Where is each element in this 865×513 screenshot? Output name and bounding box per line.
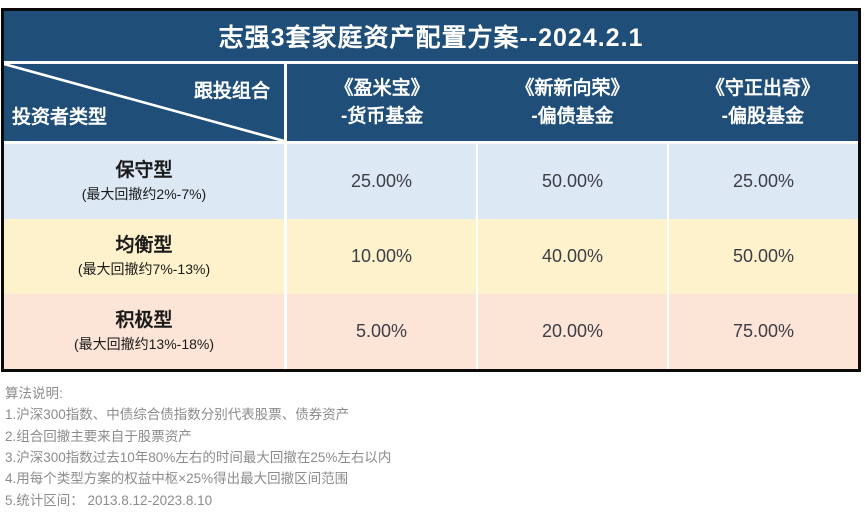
investor-type-label: 保守型 — [115, 159, 173, 181]
page-title: 志强3套家庭资产配置方案--2024.2.1 — [218, 24, 644, 52]
footnote-item: 5.统计区间： 2013.8.12-2023.8.10 — [5, 492, 213, 508]
fund-type: -偏股基金 — [721, 105, 804, 127]
allocation-cell: 25.00% — [669, 144, 858, 219]
footnote-item: 2.组合回撤主要来自于股票资产 — [5, 428, 192, 444]
header-columns-axis-label: 跟投组合 — [193, 81, 270, 102]
column-header-shouzhengchuqi: 《守正出奇》 -偏股基金 — [668, 64, 858, 141]
table-row-aggressive: 积极型 (最大回撤约13%-18%) 5.00% 20.00% 75.00% — [4, 294, 858, 369]
investor-type-label: 积极型 — [115, 309, 173, 331]
allocation-cell: 50.00% — [669, 219, 858, 294]
allocation-cell: 40.00% — [478, 219, 669, 294]
allocation-cell: 75.00% — [669, 294, 858, 369]
allocation-cell: 10.00% — [287, 219, 478, 294]
table-row-balanced: 均衡型 (最大回撤约7%-13%) 10.00% 40.00% 50.00% — [4, 219, 858, 294]
row-header-conservative: 保守型 (最大回撤约2%-7%) — [4, 144, 287, 219]
fund-type: -货币基金 — [341, 105, 424, 127]
max-drawdown-label: (最大回撤约13%-18%) — [73, 336, 215, 353]
diagonal-header-cell: 跟投组合 投资者类型 — [4, 64, 287, 141]
investor-type-label: 均衡型 — [115, 234, 173, 256]
column-header-xinxinxiangrong: 《新新向荣》 -偏债基金 — [477, 64, 667, 141]
max-drawdown-label: (最大回撤约7%-13%) — [77, 261, 211, 278]
table-title-bar: 志强3套家庭资产配置方案--2024.2.1 — [4, 11, 858, 64]
fund-name: 《盈米宝》 — [334, 77, 430, 99]
max-drawdown-label: (最大回撤约2%-7%) — [81, 186, 207, 203]
footnotes-heading: 算法说明: — [5, 386, 63, 401]
header-rows-axis-label: 投资者类型 — [12, 107, 108, 128]
row-header-aggressive: 积极型 (最大回撤约13%-18%) — [4, 294, 287, 369]
allocation-cell: 50.00% — [478, 144, 669, 219]
table-header-row: 跟投组合 投资者类型 《盈米宝》 -货币基金 《新新向荣》 -偏债基金 《守正出… — [4, 64, 858, 144]
footnotes: 算法说明: 1.沪深300指数、中债综合债指数分别代表股票、债券资产 2.组合回… — [5, 383, 391, 513]
footnote-item: 1.沪深300指数、中债综合债指数分别代表股票、债券资产 — [5, 407, 350, 423]
allocation-table: 志强3套家庭资产配置方案--2024.2.1 跟投组合 投资者类型 《盈米宝》 … — [1, 8, 861, 372]
footnote-item: 3.沪深300指数过去10年80%左右的时间最大回撤在25%左右以内 — [5, 449, 392, 465]
fund-name: 《新新向荣》 — [515, 77, 630, 99]
row-header-balanced: 均衡型 (最大回撤约7%-13%) — [4, 219, 287, 294]
table-row-conservative: 保守型 (最大回撤约2%-7%) 25.00% 50.00% 25.00% — [4, 144, 858, 219]
allocation-cell: 5.00% — [287, 294, 478, 369]
diagonal-divider-line — [4, 64, 284, 141]
allocation-cell: 25.00% — [287, 144, 478, 219]
allocation-cell: 20.00% — [478, 294, 669, 369]
fund-name: 《守正出奇》 — [705, 77, 820, 99]
column-header-yingmibao: 《盈米宝》 -货币基金 — [287, 64, 477, 141]
footnote-item: 4.用每个类型方案的权益中枢×25%得出最大回撤区间范围 — [5, 471, 349, 487]
fund-type: -偏债基金 — [531, 105, 614, 127]
